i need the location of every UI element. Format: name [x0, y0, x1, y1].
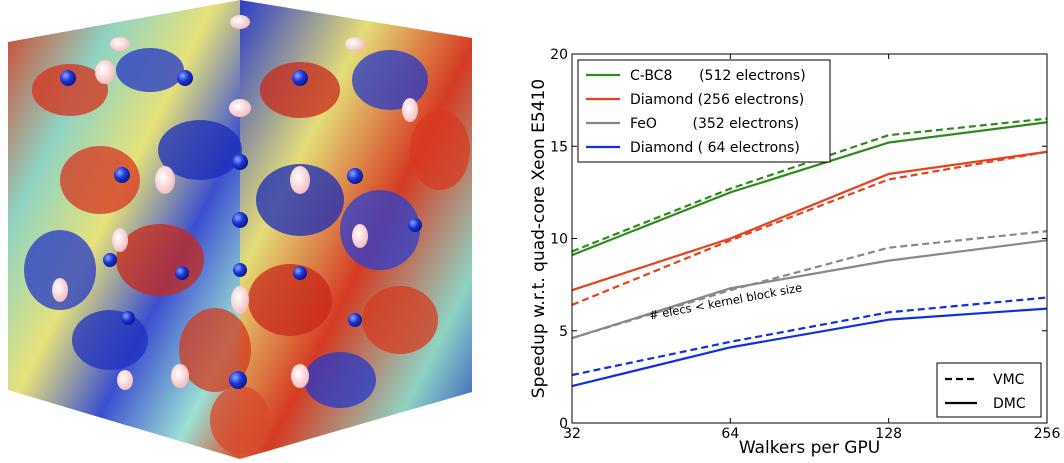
- series-line-vmc-1: [571, 150, 1048, 306]
- chart-svg: 32 64 128 256 0 5 10 15 20 # elecs < kernel bloc…: [529, 47, 1060, 458]
- series-line-dmc-3: [571, 307, 1048, 388]
- series-legend: C-BC8 (512 electrons) Diamond (256 electr…: [577, 59, 831, 163]
- atom-spheres: [60, 70, 422, 389]
- series-line-dmc-1: [571, 150, 1048, 292]
- x-axis-label: Walkers per GPU: [739, 438, 880, 458]
- x-tick-label-2: 128: [875, 426, 902, 442]
- x-tick-label-1: 64: [721, 426, 739, 442]
- speedup-chart: 32 64 128 256 0 5 10 15 20 # elecs < kernel bloc…: [520, 0, 1064, 459]
- y-tick-label-3: 15: [550, 139, 568, 155]
- ticks-layer: 32 64 128 256 0 5 10 15 20: [550, 47, 1060, 442]
- legend-label-3: Diamond ( 64 electrons): [630, 140, 800, 156]
- y-tick-label-4: 20: [550, 47, 568, 63]
- method-legend-label-vmc: VMC: [993, 372, 1025, 388]
- y-tick-label-2: 10: [550, 232, 568, 248]
- method-legend-label-dmc: DMC: [993, 396, 1026, 412]
- isosurface-blobs: [24, 48, 470, 454]
- legend-label-2: FeO (352 electrons): [630, 116, 799, 132]
- series-line-vmc-2: [571, 230, 1048, 340]
- annotation-label: # elecs < kernel block size: [648, 280, 803, 322]
- method-legend: VMC DMC: [936, 362, 1042, 418]
- x-tick-label-0: 32: [563, 426, 581, 442]
- cavity-markers: [52, 15, 418, 390]
- y-tick-label-1: 5: [559, 324, 568, 340]
- series-line-dmc-2: [571, 239, 1048, 340]
- cube-visualization: [0, 0, 500, 459]
- series-line-dmc-0: [571, 121, 1048, 257]
- cube-image: [8, 0, 472, 459]
- series-line-vmc-3: [571, 296, 1048, 377]
- legend-label-1: Diamond (256 electrons): [630, 92, 804, 108]
- legend-box: [577, 59, 831, 163]
- y-axis-label: Speedup w.r.t. quad-core Xeon E5410: [529, 79, 549, 398]
- method-legend-box: [936, 362, 1042, 418]
- x-tick-label-3: 256: [1034, 426, 1061, 442]
- legend-label-0: C-BC8 (512 electrons): [630, 68, 806, 84]
- y-tick-label-0: 0: [559, 416, 568, 432]
